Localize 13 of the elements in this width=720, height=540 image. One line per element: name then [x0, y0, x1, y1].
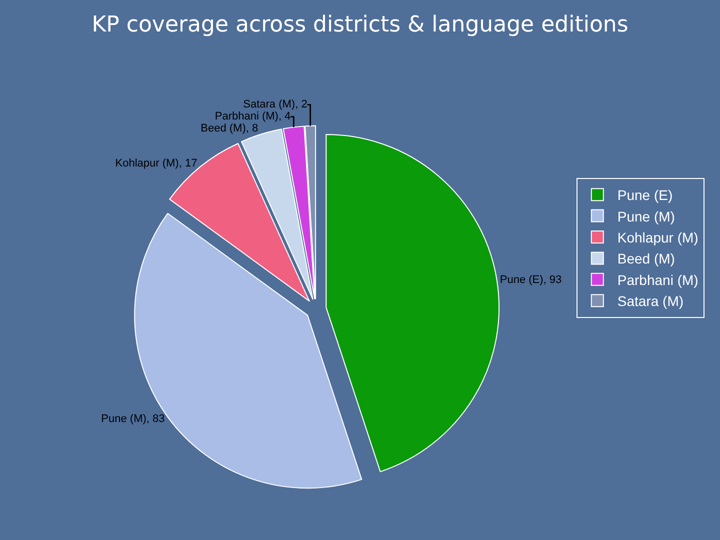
legend-label: Satara (M) — [617, 293, 684, 310]
data-label: Parbhani (M), 4 — [214, 110, 291, 123]
legend-label: Beed (M) — [617, 250, 675, 267]
data-label: Kohlapur (M), 17 — [115, 157, 198, 170]
data-label: Pune (M), 83 — [101, 413, 165, 426]
data-label: Pune (E), 93 — [500, 274, 562, 286]
legend-label: Pune (E) — [617, 187, 673, 204]
legend-label: Pune (M) — [617, 208, 675, 224]
data-label: Beed (M), 8 — [200, 122, 258, 135]
legend-label: Parbhani (M) — [617, 272, 698, 288]
data-label: Satara (M), 2 — [243, 98, 308, 111]
chart-title: KP coverage across districts & language editions — [92, 12, 628, 38]
legend-label: Kohlapur (M) — [617, 229, 698, 246]
